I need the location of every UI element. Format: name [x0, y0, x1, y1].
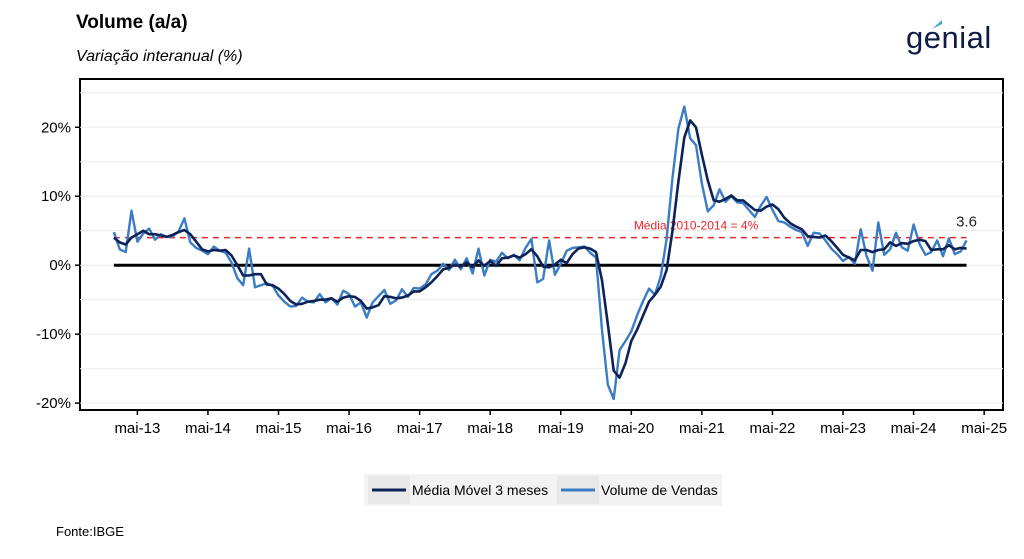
plot-panel — [79, 78, 1004, 411]
x-tick-label: mai-23 — [820, 420, 866, 437]
series-line-volume-de-vendas — [112, 105, 968, 401]
logo-accent-icon — [932, 20, 942, 29]
y-tick-label: 10% — [41, 188, 71, 205]
y-tick-label: 20% — [41, 119, 71, 136]
legend: Média Móvel 3 meses Volume de Vendas — [364, 474, 722, 506]
legend-background — [364, 474, 722, 506]
x-tick-label: mai-18 — [467, 420, 513, 437]
legend-label-media-movel: Média Móvel 3 meses — [412, 482, 548, 498]
x-tick-label: mai-13 — [114, 420, 160, 437]
y-tick-label: -20% — [36, 395, 71, 412]
chart-title: Volume (a/a) — [76, 12, 188, 33]
logo-text: genial — [906, 20, 992, 55]
x-axis: mai-13 mai-14 mai-15 mai-16 mai-17 mai-18 mai-… — [114, 410, 1007, 437]
legend-label-volume-de-vendas: Volume de Vendas — [601, 482, 718, 498]
x-tick-label: mai-17 — [397, 420, 443, 437]
source-note: Fonte:IBGE — [56, 524, 124, 539]
reference-line-group: Média 2010-2014 = 4% — [113, 219, 967, 267]
chart-subtitle: Variação interanual (%) — [76, 48, 243, 65]
reference-line-label: Média 2010-2014 = 4% — [634, 219, 759, 233]
y-tick-label: 0% — [49, 257, 71, 274]
x-tick-label: mai-16 — [326, 420, 372, 437]
x-tick-label: mai-19 — [538, 420, 584, 437]
x-tick-label: mai-21 — [679, 420, 725, 437]
x-tick-label: mai-22 — [750, 420, 796, 437]
series-group: 3.6 — [112, 105, 977, 401]
x-tick-label: mai-24 — [891, 420, 937, 437]
x-tick-label: mai-15 — [256, 420, 302, 437]
series-line-media-movel-3-meses — [113, 119, 967, 379]
genial-logo: genial — [906, 18, 1010, 62]
y-axis: -20% -10% 0% 10% 20% — [36, 119, 80, 412]
x-tick-label: mai-20 — [608, 420, 654, 437]
x-tick-label: mai-25 — [961, 420, 1007, 437]
x-tick-label: mai-14 — [185, 420, 231, 437]
last-value-label: 3.6 — [956, 213, 977, 230]
y-tick-label: -10% — [36, 326, 71, 343]
